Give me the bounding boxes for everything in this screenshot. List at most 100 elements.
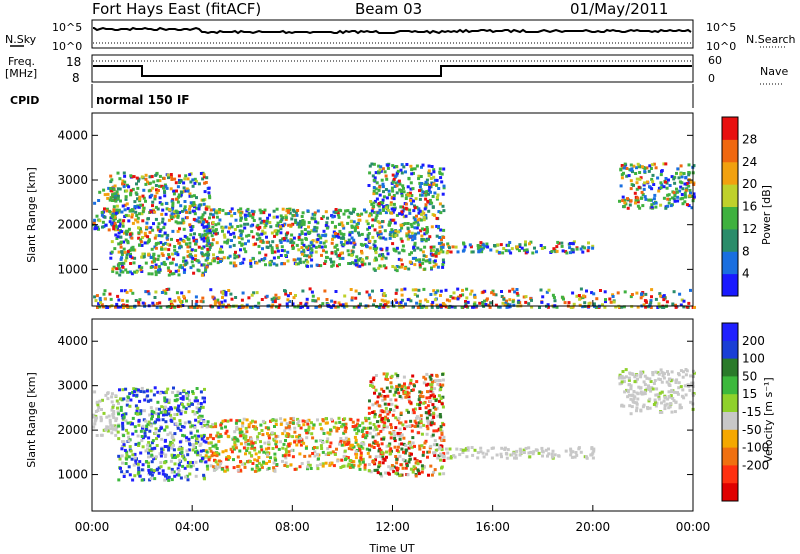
scatter-point — [378, 447, 382, 451]
scatter-point — [629, 387, 633, 391]
scatter-point — [290, 233, 294, 237]
scatter-point — [110, 392, 114, 396]
scatter-point — [175, 197, 178, 201]
scatter-point — [424, 439, 428, 443]
scatter-point — [274, 229, 278, 233]
scatter-point — [579, 287, 583, 291]
scatter-point — [314, 305, 318, 309]
scatter-point — [339, 439, 343, 443]
scatter-point — [230, 239, 233, 242]
scatter-point — [199, 172, 203, 175]
scatter-point — [405, 163, 409, 166]
scatter-point — [336, 305, 340, 309]
scatter-point — [130, 422, 134, 426]
scatter-point — [416, 223, 420, 227]
scatter-point — [136, 186, 140, 190]
scatter-point — [239, 224, 243, 228]
scatter-point — [304, 245, 308, 249]
scatter-point — [350, 443, 354, 447]
scatter-point — [421, 250, 425, 254]
scatter-point — [170, 199, 174, 203]
scatter-point — [490, 291, 494, 295]
scatter-point — [211, 423, 215, 427]
scatter-point — [383, 229, 387, 233]
scatter-point — [384, 211, 388, 215]
scatter-point — [146, 290, 150, 294]
scatter-point — [445, 298, 449, 302]
scatter-point — [104, 393, 108, 397]
scatter-point — [377, 266, 381, 270]
scatter-point — [221, 208, 225, 212]
scatter-point — [220, 250, 224, 254]
scatter-point — [365, 290, 369, 294]
scatter-point — [442, 439, 446, 442]
scatter-point — [420, 464, 424, 468]
scatter-point — [286, 294, 290, 298]
scatter-point — [451, 296, 455, 300]
scatter-point — [157, 265, 161, 269]
scatter-point — [297, 235, 301, 239]
scatter-point — [250, 440, 254, 444]
scatter-point — [147, 451, 150, 455]
scatter-point — [171, 201, 175, 205]
scatter-point — [306, 465, 310, 469]
scatter-point — [481, 290, 485, 294]
scatter-point — [244, 452, 247, 456]
scatter-point — [371, 403, 375, 407]
scatter-point — [113, 247, 117, 251]
scatter-point — [622, 166, 626, 170]
scatter-point — [281, 454, 285, 458]
scatter-point — [178, 391, 182, 395]
scatter-point — [427, 189, 431, 193]
scatter-point — [648, 164, 652, 168]
scatter-point — [211, 305, 215, 309]
scatter-point — [125, 450, 129, 454]
scatter-point — [360, 232, 364, 236]
scatter-point — [348, 233, 352, 237]
scatter-point — [310, 248, 314, 252]
scatter-point — [273, 234, 276, 238]
scatter-point — [308, 255, 312, 259]
scatter-point — [368, 212, 372, 216]
colorbar-swatch — [722, 376, 738, 395]
scatter-point — [131, 187, 135, 191]
scatter-point — [689, 288, 692, 292]
scatter-point — [226, 419, 230, 423]
scatter-point — [339, 232, 343, 236]
scatter-point — [165, 425, 169, 429]
scatter-point — [677, 372, 680, 376]
scatter-point — [140, 244, 144, 247]
power-y-label: Slant Range [km] — [25, 167, 38, 263]
scatter-point — [189, 266, 193, 270]
scatter-point — [360, 430, 364, 433]
scatter-point — [279, 417, 283, 421]
scatter-point — [259, 221, 263, 225]
scatter-point — [410, 194, 414, 197]
scatter-point — [401, 205, 405, 209]
scatter-point — [255, 291, 259, 295]
scatter-point — [199, 402, 203, 405]
scatter-point — [321, 450, 325, 454]
scatter-point — [551, 293, 555, 297]
scatter-point — [346, 221, 350, 225]
scatter-point — [435, 183, 439, 187]
scatter-point — [125, 253, 129, 257]
scatter-point — [257, 456, 261, 459]
scatter-point — [249, 264, 253, 268]
scatter-point — [427, 192, 430, 196]
scatter-point — [679, 172, 683, 176]
scatter-point — [245, 234, 249, 238]
scatter-point — [473, 302, 477, 306]
scatter-point — [255, 261, 259, 265]
scatter-point — [648, 397, 652, 401]
scatter-point — [313, 450, 317, 454]
scatter-point — [372, 423, 376, 426]
scatter-point — [107, 228, 111, 232]
scatter-point — [173, 474, 177, 478]
scatter-point — [389, 423, 393, 427]
scatter-point — [117, 298, 121, 302]
scatter-point — [299, 426, 303, 430]
scatter-point — [539, 288, 543, 292]
scatter-point — [301, 419, 305, 423]
scatter-point — [662, 298, 666, 302]
